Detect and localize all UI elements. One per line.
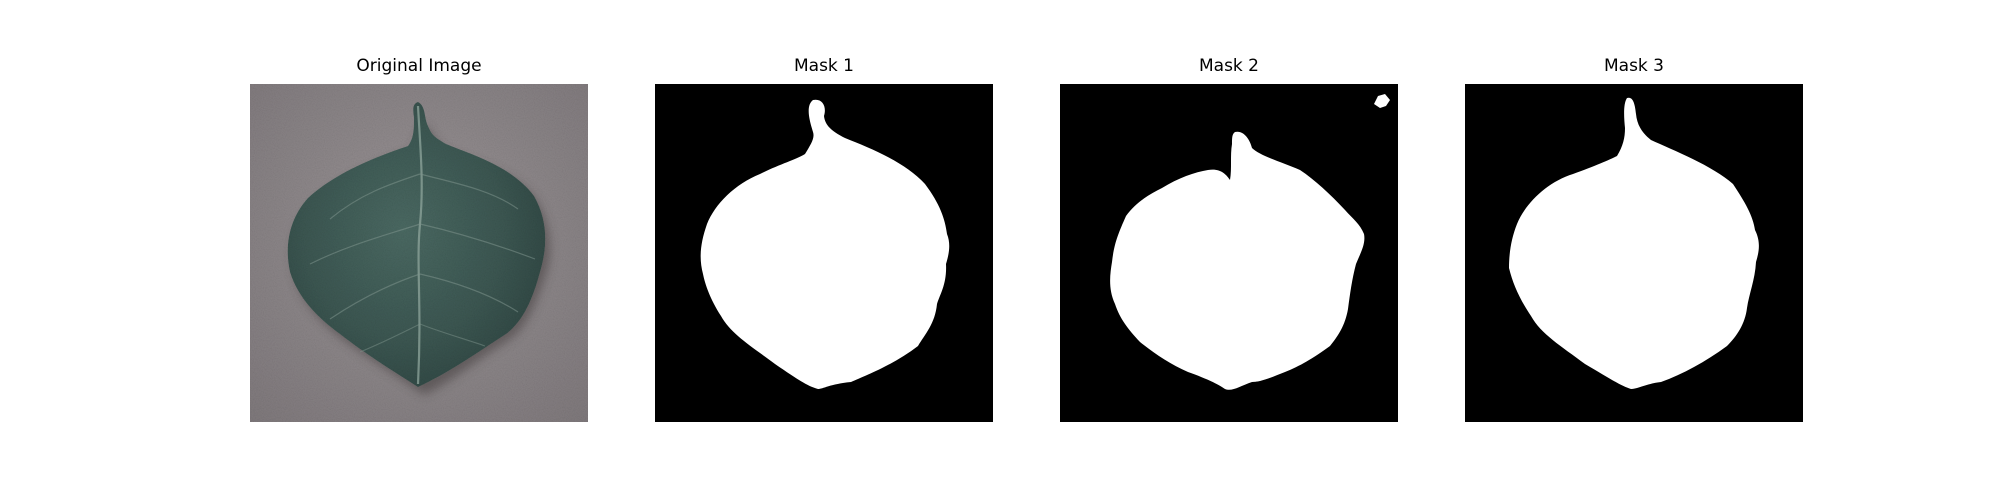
panel-title-mask-3: Mask 3	[1603, 56, 1664, 76]
original-image-panel: Original Image	[250, 56, 588, 422]
mask-3-region	[1509, 97, 1759, 390]
mask-2-speck	[1374, 94, 1390, 108]
mask-1-image	[655, 84, 993, 422]
panel-title-original-image: Original Image	[356, 56, 482, 76]
original-image	[250, 84, 588, 422]
mask-2-panel: Mask 2	[1060, 56, 1398, 422]
mask-2-image	[1060, 84, 1398, 422]
mask-1-region	[700, 99, 950, 390]
mask-3-panel: Mask 3	[1465, 56, 1803, 422]
mask-2-region	[1110, 131, 1365, 390]
panel-title-mask-2: Mask 2	[1198, 56, 1259, 76]
panel-title-mask-1: Mask 1	[793, 56, 854, 76]
mask-1-panel: Mask 1	[655, 56, 993, 422]
mask-3-image	[1465, 84, 1803, 422]
leaf	[287, 102, 546, 387]
